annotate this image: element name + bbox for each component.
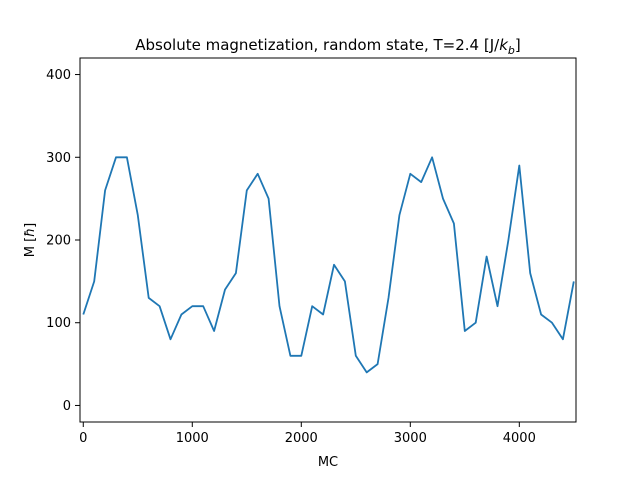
y-tick-label: 0 <box>63 399 71 414</box>
chart-title: Absolute magnetization, random state, T=… <box>135 36 520 57</box>
y-tick-label: 200 <box>46 234 71 249</box>
axes-frame <box>79 57 577 423</box>
x-tick-label: 3000 <box>394 431 427 446</box>
y-tick-label: 400 <box>46 68 71 83</box>
series-line-0 <box>82 156 575 374</box>
y-tick-label: 300 <box>46 151 71 166</box>
x-tick-label: 0 <box>79 431 87 446</box>
y-axis-label: M [ħ] <box>23 223 38 258</box>
y-tick-label: 100 <box>46 316 71 331</box>
x-axis-label: MC <box>318 455 338 470</box>
x-tick-label: 4000 <box>503 431 536 446</box>
plot-area: 0 1000 2000 3000 4000 0 100 200 300 400 <box>46 57 577 446</box>
x-tick-label: 2000 <box>285 431 318 446</box>
x-tick-label: 1000 <box>176 431 209 446</box>
